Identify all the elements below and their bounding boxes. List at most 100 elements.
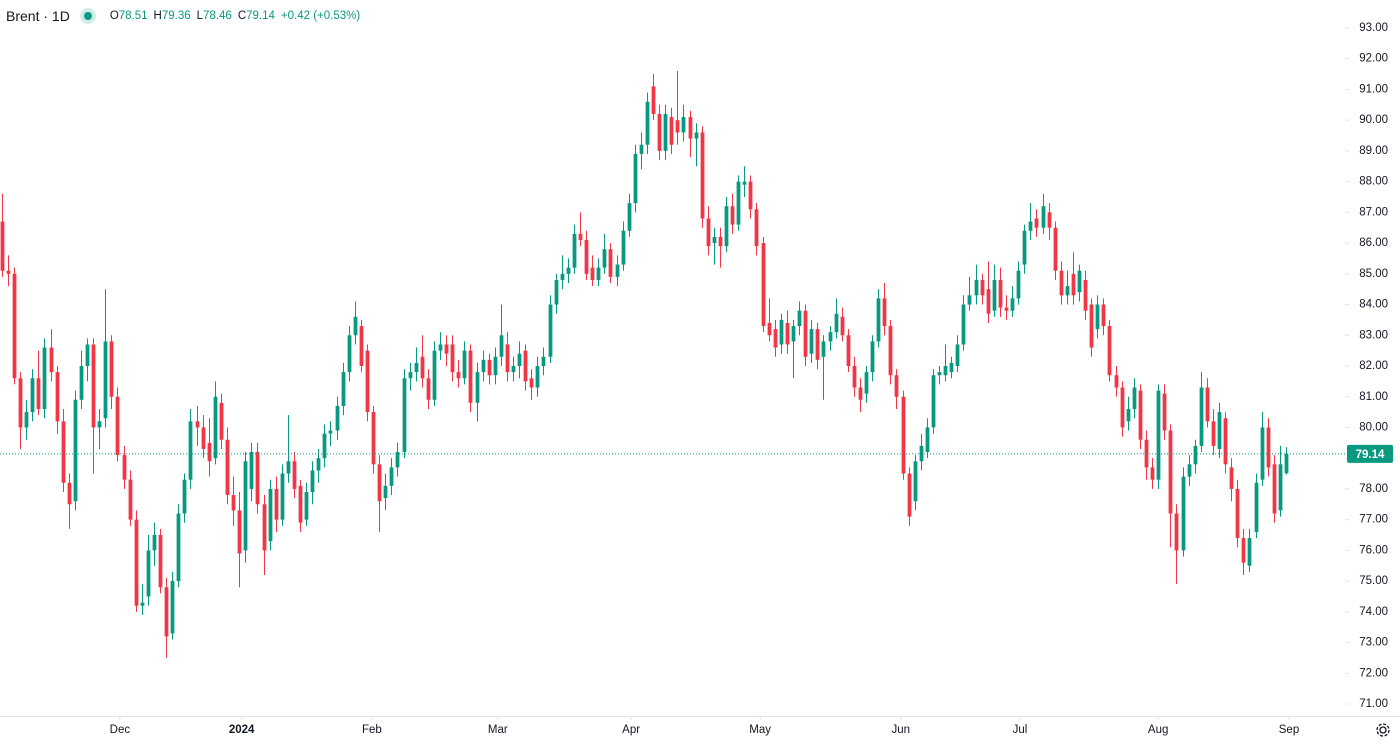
candle-body (1181, 476, 1186, 551)
candle-body (1168, 430, 1173, 514)
candle-body (55, 372, 60, 422)
candle-body (797, 310, 802, 327)
candle-body (1205, 387, 1210, 422)
candle-body (1059, 270, 1064, 296)
candle-body (608, 249, 613, 277)
candle-body (1235, 488, 1240, 539)
candle-body (864, 372, 869, 394)
candle-body (304, 491, 309, 520)
candle-body (18, 378, 23, 428)
candle-body (97, 421, 102, 428)
candle-body (280, 473, 285, 520)
candle-body (1120, 387, 1125, 428)
candle-body (1223, 418, 1228, 465)
x-tick-label: 2024 (229, 724, 255, 736)
candle-body (870, 341, 875, 373)
candle-body (1065, 286, 1070, 296)
candle-body (718, 236, 723, 247)
candle-body (882, 298, 887, 327)
candle-body (706, 218, 711, 247)
candle-body (535, 365, 540, 388)
candle-body (894, 375, 899, 397)
candle-body (943, 365, 948, 376)
candle-body (700, 132, 705, 219)
candles (0, 70, 1289, 658)
y-tick-label: 76.00 (1359, 544, 1388, 556)
candle-body (426, 378, 431, 400)
candle-body (821, 341, 826, 357)
candle-body (961, 304, 966, 345)
x-tick-label: Jul (1013, 724, 1028, 736)
y-tick-label: 88.00 (1359, 176, 1388, 188)
candle-body (773, 329, 778, 348)
candle-body (1022, 230, 1027, 265)
candle-body (61, 421, 66, 483)
candle-body (499, 335, 504, 357)
candle-body (627, 203, 632, 231)
y-tick-label: 83.00 (1359, 329, 1388, 341)
x-tick-label: Aug (1148, 724, 1168, 736)
candle-body (414, 362, 419, 373)
candle-body (1278, 464, 1283, 511)
candle-body (505, 344, 510, 373)
candle-body (974, 279, 979, 296)
candle-body (651, 86, 656, 115)
candle-body (402, 378, 407, 453)
candle-body (888, 326, 893, 376)
candle-body (292, 461, 297, 489)
ohlc-value: 78.46 (203, 10, 232, 22)
candle-body (967, 295, 972, 305)
candle-body (1217, 412, 1222, 449)
candle-body (1053, 227, 1058, 271)
candle-body (134, 519, 139, 606)
candle-body (85, 344, 90, 366)
candle-body (152, 535, 157, 551)
symbol[interactable]: Brent · 1D (6, 8, 70, 24)
candle-body (298, 485, 303, 523)
candle-body (694, 132, 699, 139)
candle-body (901, 396, 906, 474)
candle-body (980, 279, 985, 296)
y-tick-label: 72.00 (1359, 667, 1388, 679)
candle-body (36, 378, 41, 410)
y-tick-label: 71.00 (1359, 698, 1388, 710)
candle-body (389, 467, 394, 486)
last-price-label: 79.14 (1356, 449, 1385, 461)
candle-body (1272, 464, 1277, 514)
candle-body (1229, 467, 1234, 489)
settings-icon[interactable] (1376, 723, 1390, 737)
candle-body (1016, 270, 1021, 299)
candle-body (1174, 513, 1179, 551)
candle-body (748, 181, 753, 210)
candle-body (67, 482, 72, 505)
y-tick-label: 73.00 (1359, 637, 1388, 649)
ohlc-value: 79.36 (161, 10, 191, 22)
candle-body (493, 356, 498, 376)
candle-body (736, 181, 741, 225)
candle-body (481, 359, 486, 373)
x-tick-label: Apr (622, 724, 640, 736)
candle-body (103, 341, 108, 419)
candle-body (335, 405, 340, 431)
candle-body (225, 439, 230, 496)
candle-body (925, 427, 930, 453)
candle-body (669, 117, 674, 145)
candle-body (834, 313, 839, 333)
candle-body (371, 412, 376, 465)
candle-body (572, 233, 577, 268)
x-tick-label: May (749, 724, 771, 736)
candle-body (815, 329, 820, 360)
candle-body (182, 479, 187, 514)
candle-body (584, 239, 589, 274)
candle-body (1241, 538, 1246, 563)
x-tick-label: Feb (362, 724, 382, 736)
candle-body (122, 455, 127, 480)
candle-body (322, 433, 327, 459)
candle-body (712, 236, 717, 244)
candle-body (548, 304, 553, 357)
candle-body (1266, 427, 1271, 468)
candle-body (846, 335, 851, 366)
candle-body (79, 365, 84, 400)
